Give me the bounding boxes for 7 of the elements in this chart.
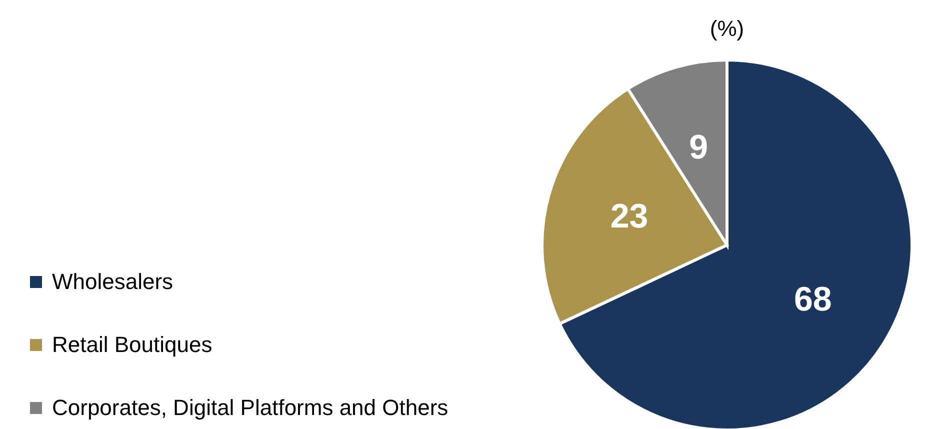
chart-title: (%): [708, 16, 746, 42]
data-label: 68: [794, 280, 832, 319]
data-label: 9: [689, 128, 708, 166]
legend-label: Wholesalers: [52, 268, 174, 294]
data-label: 23: [610, 198, 648, 236]
legend-label: Corporates, Digital Platforms and Others: [52, 394, 448, 420]
legend-label: Retail Boutiques: [52, 332, 212, 358]
